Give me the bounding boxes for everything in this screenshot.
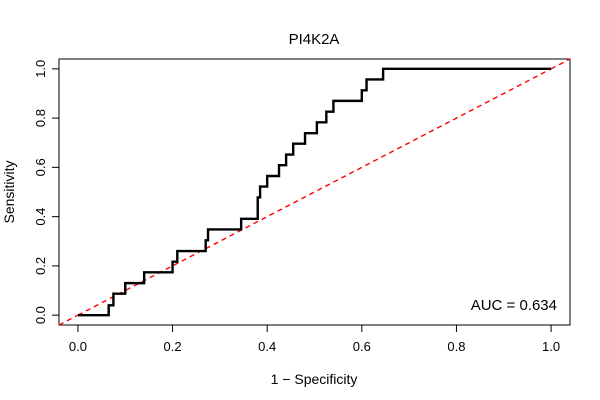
y-tick-label: 0.4 xyxy=(33,208,48,226)
y-axis: 0.0 0.2 0.4 0.6 0.8 1.0 xyxy=(33,60,60,324)
x-tick-label: 1.0 xyxy=(542,339,560,354)
y-axis-label: Sensitivity xyxy=(1,160,17,223)
x-axis: 0.0 0.2 0.4 0.6 0.8 1.0 xyxy=(69,324,560,354)
y-tick-label: 1.0 xyxy=(33,60,48,78)
reference-line-extension-low xyxy=(58,314,79,326)
y-tick-label: 0.0 xyxy=(33,306,48,324)
x-tick-label: 0.4 xyxy=(258,339,276,354)
x-tick-label: 0.2 xyxy=(164,339,182,354)
reference-line-extension-high xyxy=(550,58,571,70)
y-tick-label: 0.6 xyxy=(33,158,48,176)
chart-title: PI4K2A xyxy=(289,31,340,48)
x-tick-label: 0.8 xyxy=(447,339,465,354)
x-tick-label: 0.6 xyxy=(353,339,371,354)
y-tick-label: 0.8 xyxy=(33,109,48,127)
y-tick-label: 0.2 xyxy=(33,257,48,275)
roc-curve-line xyxy=(77,67,552,317)
x-tick-label: 0.0 xyxy=(69,339,87,354)
plot-area xyxy=(58,58,571,326)
reference-diagonal-line xyxy=(77,68,552,316)
auc-annotation: AUC = 0.634 xyxy=(471,297,557,314)
x-axis-label: 1 − Specificity xyxy=(271,371,358,387)
